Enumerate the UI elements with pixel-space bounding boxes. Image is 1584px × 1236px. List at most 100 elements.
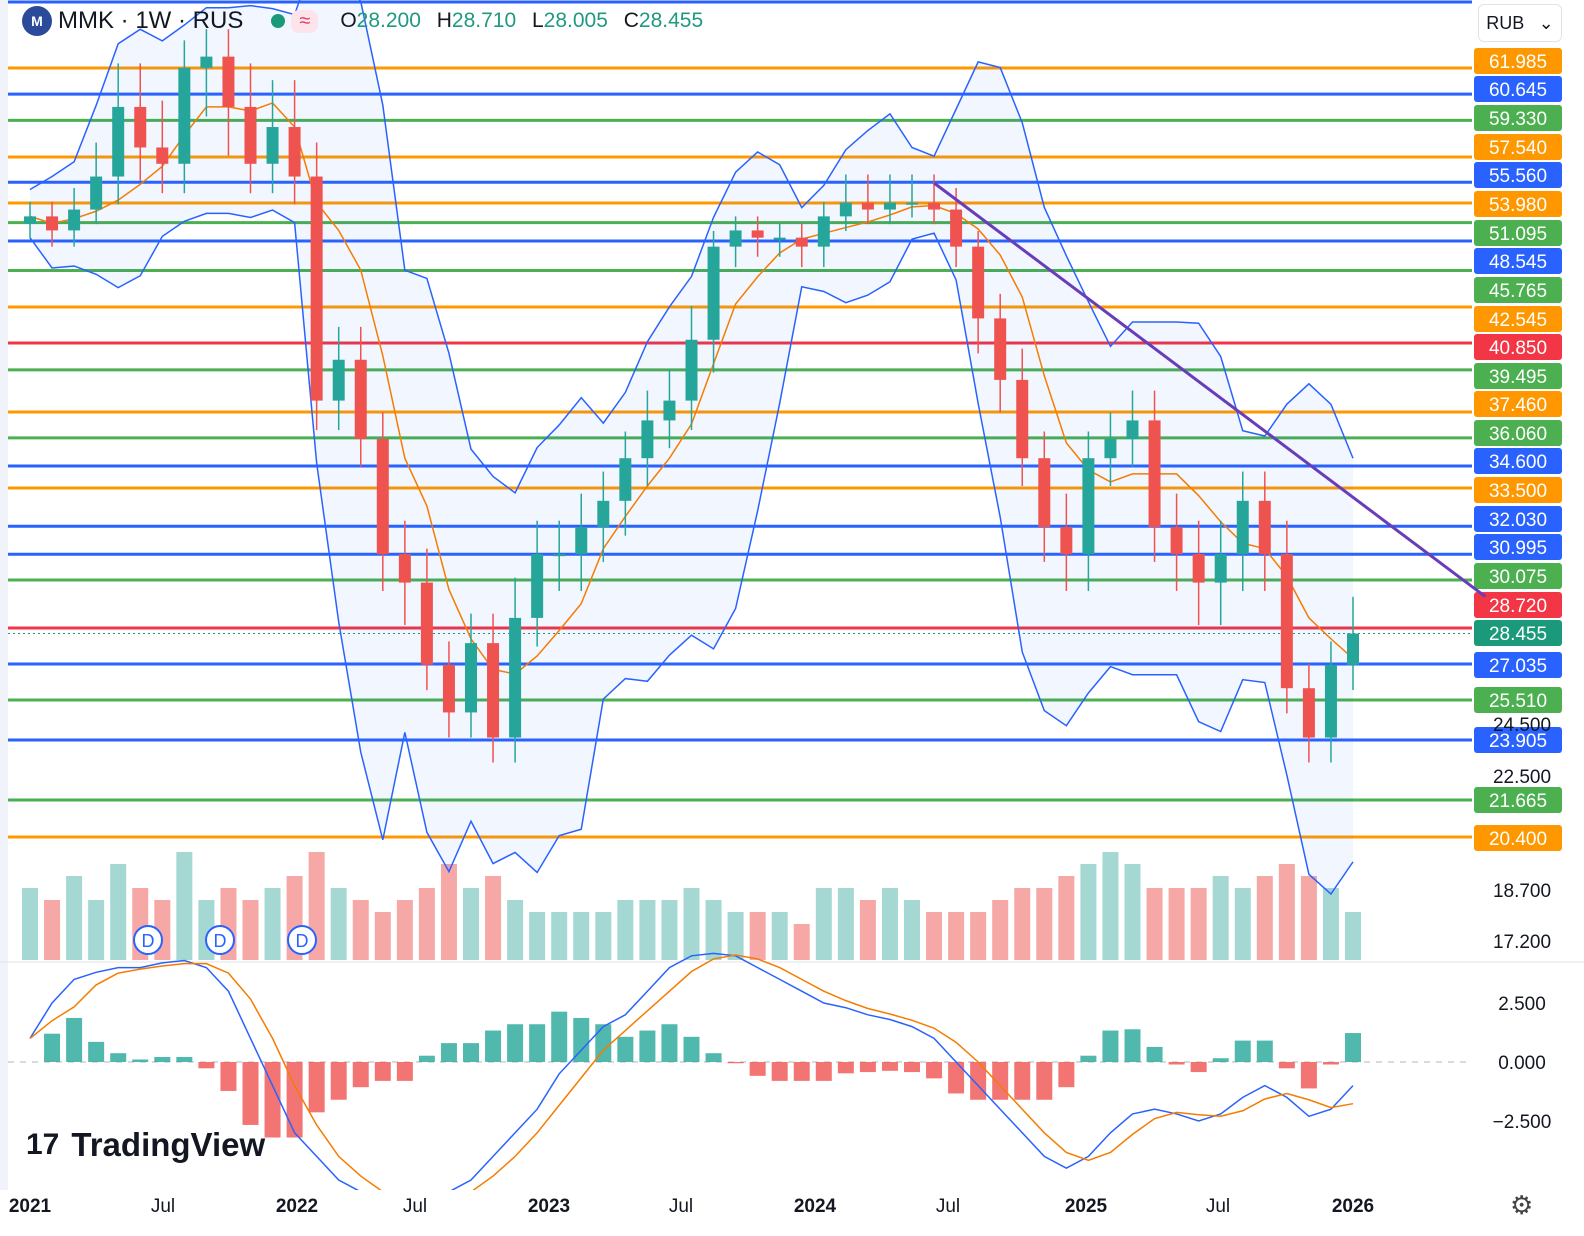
macd-tick: 0.000 bbox=[1498, 1053, 1546, 1074]
dividend-label: D bbox=[142, 931, 155, 951]
candle bbox=[1170, 527, 1183, 555]
candle bbox=[1038, 458, 1051, 528]
level-label: 36.060 bbox=[1489, 424, 1547, 445]
level-label: 55.560 bbox=[1489, 166, 1547, 187]
level-label: 28.455 bbox=[1489, 624, 1547, 645]
settings-gear-icon[interactable]: ⚙ bbox=[1510, 1190, 1534, 1220]
level-label-box bbox=[1474, 76, 1562, 102]
candle bbox=[112, 106, 125, 177]
volume-bar bbox=[88, 900, 105, 960]
time-tick: 2024 bbox=[794, 1196, 837, 1217]
level-label-box bbox=[1474, 105, 1562, 131]
volume-bar bbox=[705, 900, 722, 960]
candle bbox=[1104, 439, 1117, 459]
candle bbox=[773, 237, 786, 240]
level-label-box bbox=[1474, 277, 1562, 303]
volume-bar bbox=[485, 876, 502, 960]
volume-bar bbox=[639, 900, 656, 960]
level-label: 33.500 bbox=[1489, 481, 1547, 502]
volume-bar bbox=[904, 900, 920, 960]
macd-histogram-bar bbox=[948, 1062, 965, 1094]
volume-bar bbox=[1278, 864, 1295, 960]
volume-bar bbox=[1168, 888, 1185, 960]
macd-histogram-bar bbox=[88, 1041, 105, 1062]
macd-histogram-bar bbox=[1234, 1040, 1251, 1062]
macd-histogram-bar bbox=[220, 1062, 237, 1091]
candle bbox=[575, 527, 588, 555]
macd-histogram-bar bbox=[661, 1024, 678, 1062]
bollinger-lower bbox=[29, 209, 1354, 896]
level-label-box bbox=[1474, 448, 1562, 474]
volume-bar bbox=[661, 900, 678, 960]
symbol-title[interactable]: MMK · 1W · RUS bbox=[58, 7, 244, 34]
volume-bar bbox=[264, 888, 281, 960]
volume-bar bbox=[22, 888, 38, 960]
macd-histogram-bar bbox=[110, 1053, 127, 1062]
candle bbox=[1236, 500, 1249, 555]
left-edge bbox=[0, 0, 8, 1236]
volume-bar bbox=[1300, 876, 1317, 960]
signal-line bbox=[29, 954, 1354, 1209]
volume-bar bbox=[330, 888, 347, 960]
volume-bar bbox=[1014, 888, 1031, 960]
level-label: 34.600 bbox=[1489, 452, 1547, 473]
price-tick: 17.200 bbox=[1493, 932, 1551, 953]
level-label-box bbox=[1474, 134, 1562, 160]
macd-histogram-bar bbox=[132, 1059, 149, 1062]
macd-histogram-bar bbox=[507, 1024, 524, 1062]
macd-histogram-bar bbox=[176, 1056, 193, 1062]
delayed-data-icon[interactable]: ≈ bbox=[291, 9, 319, 33]
macd-histogram-bar bbox=[1080, 1055, 1097, 1062]
time-tick: 2026 bbox=[1332, 1196, 1374, 1217]
candle bbox=[619, 458, 632, 501]
level-label: 27.035 bbox=[1489, 656, 1547, 677]
candle bbox=[442, 664, 455, 713]
candle bbox=[1192, 554, 1205, 583]
macd-histogram-bar bbox=[551, 1011, 568, 1062]
candle bbox=[244, 106, 257, 164]
level-label-box bbox=[1474, 248, 1562, 274]
volume-bar bbox=[1322, 888, 1339, 960]
volume-bar bbox=[1345, 912, 1361, 960]
level-label-box bbox=[1474, 687, 1562, 713]
macd-histogram-bar bbox=[308, 1062, 325, 1113]
candle bbox=[1126, 420, 1139, 440]
macd-tick: 2.500 bbox=[1498, 994, 1546, 1015]
volume-bar bbox=[683, 888, 700, 960]
candle bbox=[641, 420, 654, 459]
candle bbox=[398, 554, 411, 583]
time-tick: Jul bbox=[936, 1196, 960, 1217]
candle bbox=[663, 400, 676, 421]
level-label-box bbox=[1474, 48, 1562, 74]
candle bbox=[751, 230, 764, 238]
time-tick: 2025 bbox=[1065, 1196, 1108, 1217]
candle bbox=[46, 216, 59, 231]
candle bbox=[972, 246, 985, 319]
macd-line bbox=[29, 952, 1354, 1217]
volume-bar bbox=[793, 924, 810, 960]
candle bbox=[883, 202, 896, 210]
level-label-box bbox=[1474, 592, 1562, 618]
macd-tick: −2.500 bbox=[1493, 1112, 1552, 1133]
macd-histogram-bar bbox=[904, 1062, 920, 1073]
candle bbox=[817, 216, 830, 247]
currency-select[interactable]: RUB ⌄ bbox=[1478, 4, 1562, 42]
macd-histogram-bar bbox=[286, 1062, 303, 1138]
volume-bar bbox=[1190, 888, 1207, 960]
macd-histogram-bar bbox=[859, 1062, 876, 1073]
level-label-box bbox=[1474, 191, 1562, 217]
candle bbox=[354, 359, 367, 440]
candle bbox=[685, 339, 698, 401]
candle bbox=[597, 500, 610, 528]
volume-bar bbox=[948, 912, 965, 960]
level-label-box bbox=[1474, 563, 1562, 589]
candle bbox=[994, 318, 1007, 380]
macd-histogram-bar bbox=[1345, 1033, 1361, 1062]
macd-histogram-bar bbox=[749, 1062, 766, 1076]
macd-histogram-bar bbox=[529, 1024, 546, 1062]
level-label-box bbox=[1474, 620, 1562, 646]
bollinger-upper bbox=[29, 0, 1354, 495]
volume-bar bbox=[374, 912, 391, 960]
level-label: 23.905 bbox=[1489, 731, 1547, 752]
